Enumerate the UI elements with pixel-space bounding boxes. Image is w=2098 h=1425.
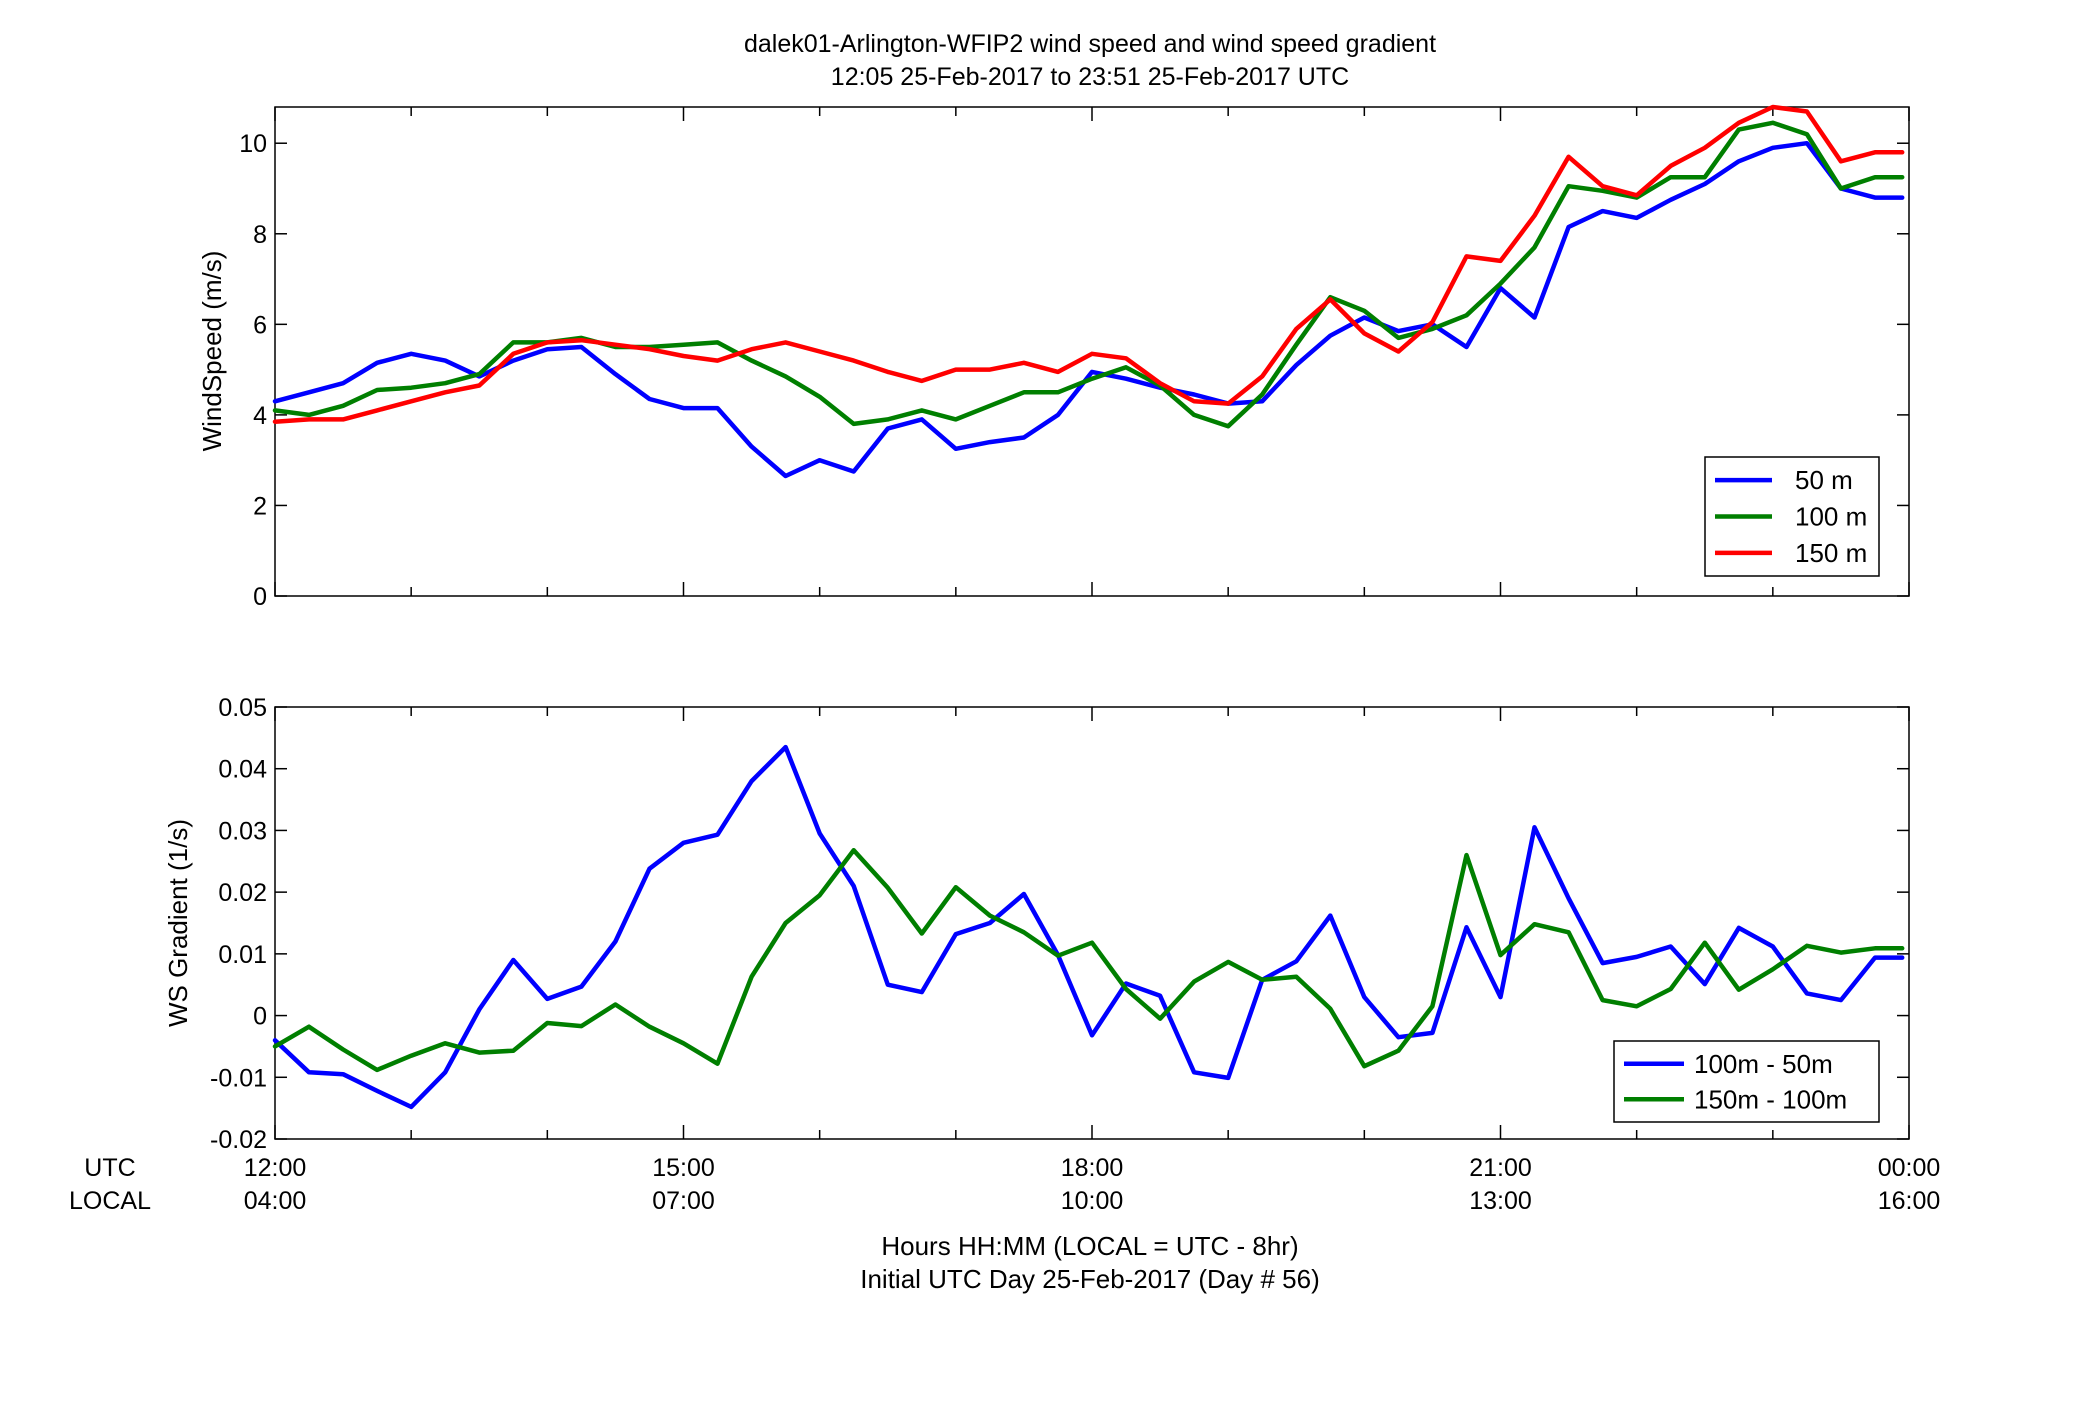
gradient-x-ticks [274,707,1910,1139]
windspeed-y-tick-label: 2 [253,492,267,520]
gradient-legend-label-100m-50m: 100m - 50m [1694,1049,1833,1079]
windspeed-y-tick-label: 0 [253,583,267,611]
gradient-y-axis-label: WS Gradient (1/s) [163,819,193,1027]
windspeed-legend: 50 m 100 m 150 m [1704,456,1880,577]
figure-subtitle: 12:05 25-Feb-2017 to 23:51 25-Feb-2017 U… [831,63,1349,91]
gradient-legend-label-150m-100m: 150m - 100m [1694,1084,1847,1114]
x-tick-label-local: 13:00 [1469,1187,1532,1215]
gradient-y-tick-label: -0.01 [210,1064,267,1092]
x-tick-label-utc: 21:00 [1469,1154,1532,1182]
gradient-legend-box [1613,1040,1880,1123]
windspeed-x-ticks [274,107,1910,596]
windspeed-y-tick-label: 10 [239,130,267,158]
x-tick-label-local: 10:00 [1061,1187,1124,1215]
gradient-series-line-100m-50m [272,744,1905,1110]
x-tick-labels: 12:00 04:00 15:00 07:00 18:00 10:00 21:00 13:00… [244,1154,1941,1215]
gradient-legend: 100m - 50m 150m - 100m [1613,1040,1880,1123]
local-row-label: LOCAL [69,1187,151,1215]
windspeed-panel: 0 2 4 6 8 10 WindSpeed (m/s) 50 m 100 m 150 m [197,104,1910,611]
windspeed-y-tick-label: 6 [253,311,267,339]
utc-row-label: UTC [84,1154,135,1182]
gradient-series-line-150m-100m [272,847,1905,1073]
gradient-y-tick-label: 0.05 [218,694,267,722]
x-tick-label-utc: 12:00 [244,1154,307,1182]
x-tick-label-local: 07:00 [652,1187,715,1215]
windspeed-series [272,104,1905,479]
windspeed-legend-label-100-m: 100 m [1795,502,1867,532]
x-axis-label-line2: Initial UTC Day 25-Feb-2017 (Day # 56) [860,1264,1320,1294]
x-tick-label-utc: 18:00 [1061,1154,1124,1182]
gradient-y-tick-label: 0 [253,1003,267,1031]
gradient-y-tick-label: 0.01 [218,941,267,969]
gradient-series [272,744,1905,1110]
figure-title: dalek01-Arlington-WFIP2 wind speed and w… [744,30,1436,58]
x-tick-label-local: 04:00 [244,1187,307,1215]
gradient-y-tick-label: 0.04 [218,756,267,784]
windspeed-series-line-150-m [272,104,1905,424]
gradient-y-tick-label: 0.02 [218,879,267,907]
x-tick-label-utc: 00:00 [1878,1154,1941,1182]
windspeed-y-ticks: 0 2 4 6 8 10 [239,130,1909,611]
windspeed-series-line-50-m [272,140,1905,479]
gradient-y-ticks: -0.02 -0.01 0 0.01 0.02 0.03 0.04 0.05 [210,694,1909,1154]
windspeed-legend-label-150-m: 150 m [1795,538,1867,568]
windspeed-y-tick-label: 8 [253,221,267,249]
x-axis-label-line1: Hours HH:MM (LOCAL = UTC - 8hr) [881,1231,1298,1261]
windspeed-y-axis-label: WindSpeed (m/s) [197,251,227,452]
x-tick-label-local: 16:00 [1878,1187,1941,1215]
gradient-y-tick-label: -0.02 [210,1126,267,1154]
gradient-panel: -0.02 -0.01 0 0.01 0.02 0.03 0.04 0.05 WS Gradi… [163,694,1910,1154]
windspeed-legend-label-50-m: 50 m [1795,465,1853,495]
gradient-y-tick-label: 0.03 [218,817,267,845]
x-tick-label-utc: 15:00 [652,1154,715,1182]
windspeed-y-tick-label: 4 [253,402,267,430]
